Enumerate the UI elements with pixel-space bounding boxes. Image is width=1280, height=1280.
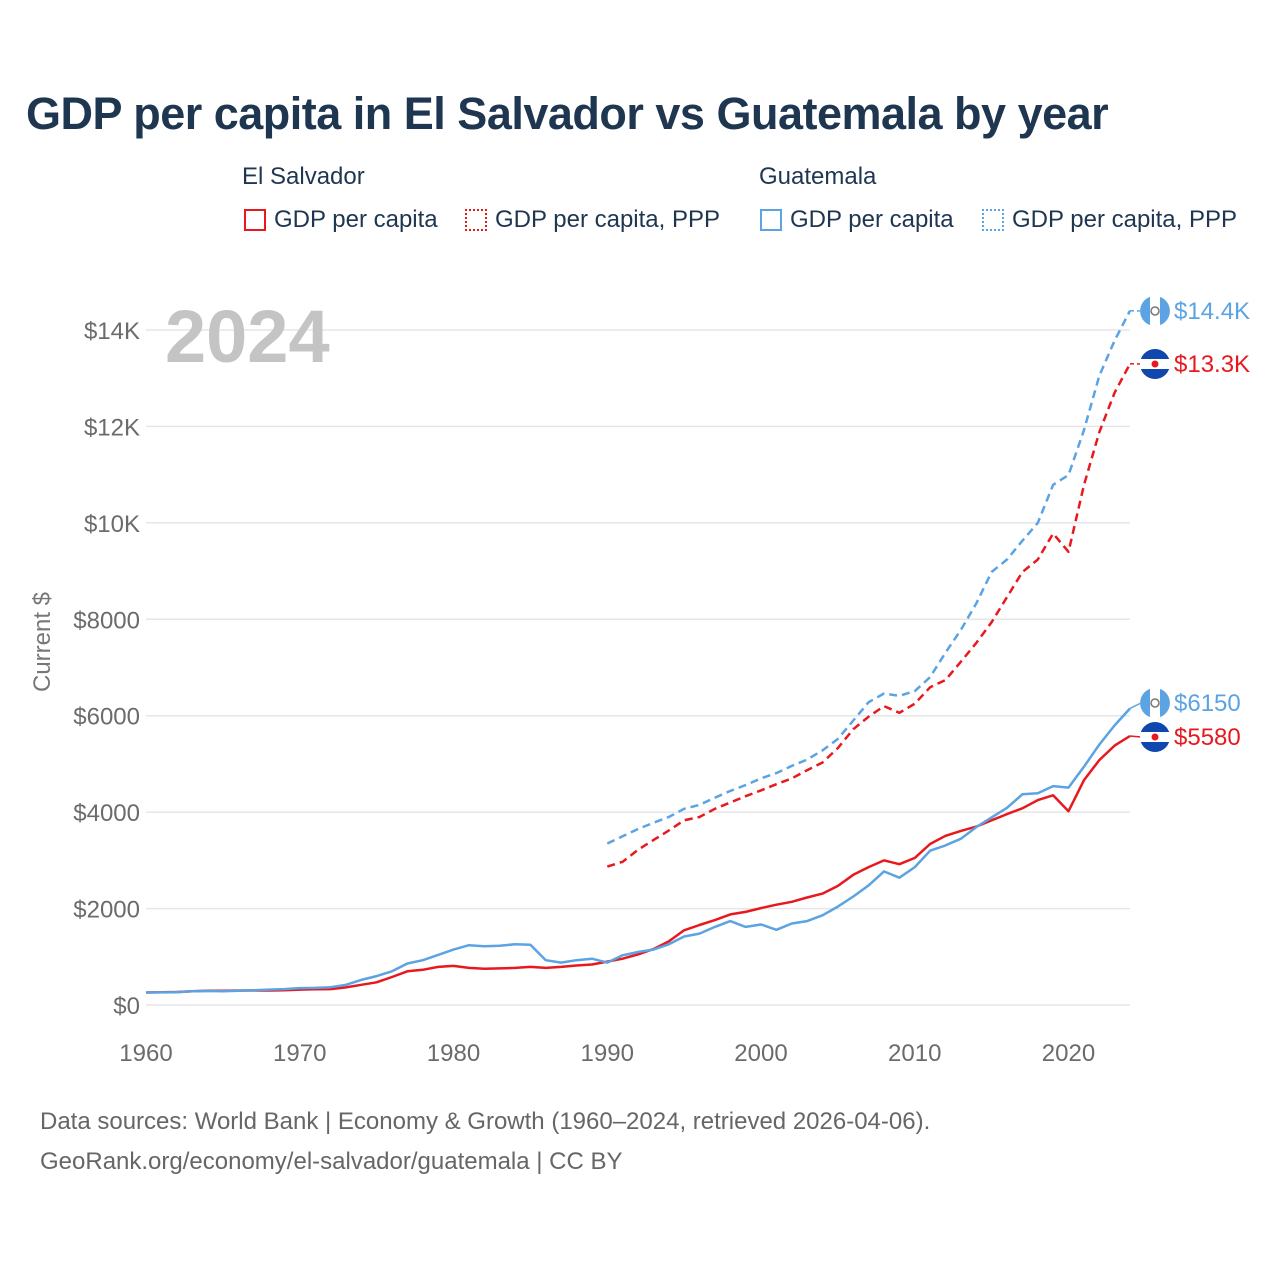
x-tick-label: 2010 xyxy=(888,1040,941,1067)
x-tick-label: 2020 xyxy=(1042,1040,1095,1067)
series-line-el-salvador-gdp-per-capita-ppp xyxy=(606,363,1132,868)
legend-swatch-es-solid xyxy=(244,209,266,231)
x-tick-label: 1990 xyxy=(581,1040,634,1067)
y-tick-label: $12K xyxy=(84,414,140,441)
y-tick-label: $14K xyxy=(84,318,140,345)
x-tick-label: 1970 xyxy=(273,1040,326,1067)
legend-item-es-ppp[interactable]: GDP per capita, PPP xyxy=(465,205,720,235)
legend-item-gt-ppp[interactable]: GDP per capita, PPP xyxy=(982,205,1237,235)
series-line-guatemala-gdp-per-capita xyxy=(145,707,1131,994)
series-line-el-salvador-gdp-per-capita xyxy=(145,734,1131,994)
legend-item-gt-gdp[interactable]: GDP per capita xyxy=(760,205,954,235)
legend-label-gt-ppp: GDP per capita, PPP xyxy=(1012,206,1237,233)
y-tick-label: $10K xyxy=(84,511,140,538)
y-tick-label: $8000 xyxy=(73,607,140,634)
end-label: $14.4K xyxy=(1174,298,1250,325)
end-label-connector xyxy=(1129,735,1142,738)
x-tick-label: 1980 xyxy=(427,1040,480,1067)
legend-label-gt-gdp: GDP per capita xyxy=(790,206,954,233)
y-tick-label: $0 xyxy=(113,993,140,1020)
y-tick-label: $4000 xyxy=(73,800,140,827)
legend-swatch-gt-dashed xyxy=(982,209,1004,231)
legend-group-el-salvador: El Salvador xyxy=(242,163,365,190)
source-line-1: Data sources: World Bank | Economy & Gro… xyxy=(40,1108,931,1135)
y-tick-label: $6000 xyxy=(73,704,140,731)
legend-item-es-gdp[interactable]: GDP per capita xyxy=(244,205,438,235)
flag-left-band xyxy=(1140,296,1150,326)
end-label-connector xyxy=(1129,702,1142,710)
x-tick-label: 1960 xyxy=(119,1040,172,1067)
y-tick-label: $2000 xyxy=(73,897,140,924)
y-axis-label: Current $ xyxy=(29,592,56,692)
end-label: $5580 xyxy=(1174,724,1241,751)
series-line-guatemala-gdp-per-capita-ppp xyxy=(606,310,1132,845)
flag-left-band xyxy=(1140,688,1150,718)
end-label: $13.3K xyxy=(1174,351,1250,378)
flag-emblem xyxy=(1151,733,1159,741)
legend-group-guatemala: Guatemala xyxy=(759,163,877,190)
flag-emblem xyxy=(1150,698,1160,708)
legend-label-es-gdp: GDP per capita xyxy=(274,206,438,233)
year-watermark: 2024 xyxy=(165,295,330,378)
legend-label-es-ppp: GDP per capita, PPP xyxy=(495,206,720,233)
legend-swatch-gt-solid xyxy=(760,209,782,231)
chart-title: GDP per capita in El Salvador vs Guatema… xyxy=(26,88,1109,139)
flag-emblem xyxy=(1150,306,1160,316)
flag-right-band xyxy=(1160,296,1170,326)
flag-right-band xyxy=(1160,688,1170,718)
source-line-2: GeoRank.org/economy/el-salvador/guatemal… xyxy=(40,1148,623,1175)
end-label: $6150 xyxy=(1174,690,1241,717)
x-tick-label: 2000 xyxy=(734,1040,787,1067)
flag-emblem xyxy=(1151,360,1159,368)
legend-swatch-es-dashed xyxy=(465,209,487,231)
